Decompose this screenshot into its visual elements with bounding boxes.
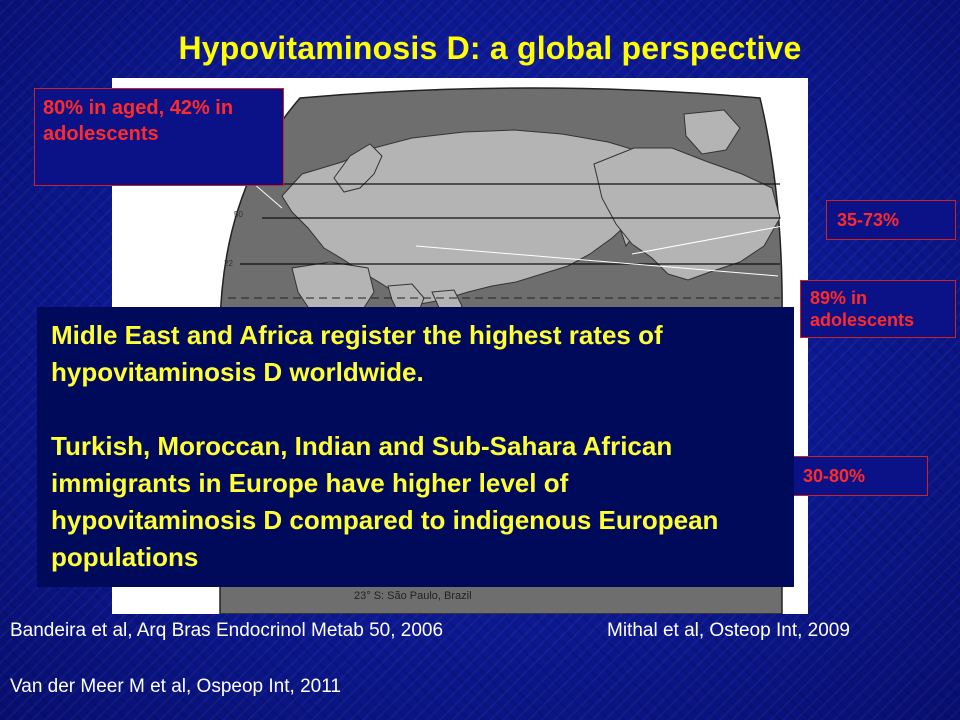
info-paragraph-1: Midle East and Africa register the highe… — [51, 320, 663, 387]
landmass-north-america — [593, 147, 781, 281]
info-paragraph-2: Turkish, Moroccan, Indian and Sub-Sahara… — [51, 431, 719, 572]
pointer-north-america — [631, 220, 808, 255]
info-box: Midle East and Africa register the highe… — [37, 307, 794, 587]
landmass-scandinavia — [333, 143, 383, 193]
reference-bandeira: Bandeira et al, Arq Bras Endocrinol Meta… — [10, 620, 444, 641]
stat-box-aged-adolescents: 80% in aged, 42% in adolescents — [34, 88, 284, 186]
map-caption: 23° S: São Paulo, Brazil — [354, 590, 472, 602]
latitude-label-22: 22 — [224, 259, 233, 268]
stat-box-89-adolescents: 89% in adolescents — [800, 280, 956, 338]
latitude-label-50: 50 — [234, 210, 243, 219]
pointer-china — [415, 245, 779, 277]
reference-van-der-meer: Van der Meer M et al, Ospeop Int, 2011 — [10, 676, 341, 697]
landmass-greenland — [683, 109, 741, 155]
reference-mithal: Mithal et al, Osteop Int, 2009 — [607, 620, 850, 641]
slide-title: Hypovitaminosis D: a global perspective — [178, 30, 802, 66]
stat-box-30-80: 30-80% — [792, 456, 928, 496]
stat-box-35-73: 35-73% — [826, 200, 956, 240]
